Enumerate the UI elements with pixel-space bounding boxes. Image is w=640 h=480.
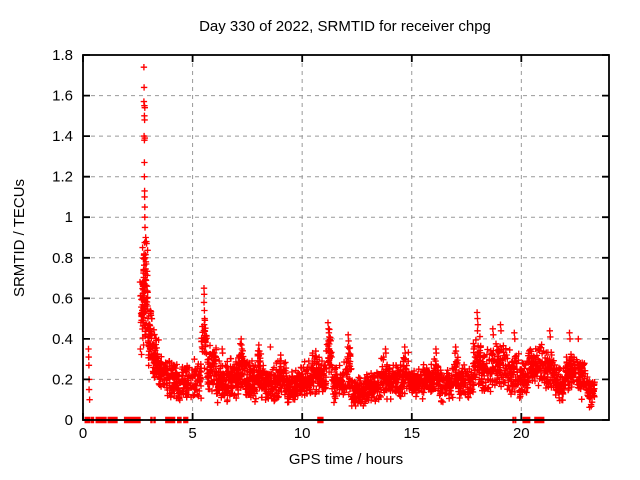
scatter-points	[82, 64, 598, 424]
y-axis-label: SRMTID / TECUs	[11, 179, 28, 297]
y-tick-label: 1	[65, 209, 73, 226]
plot-border	[82, 54, 610, 421]
x-tick-label: 15	[403, 425, 420, 442]
y-tick-label: 0.6	[52, 290, 73, 307]
y-tick-label: 1.2	[52, 169, 73, 186]
y-tick-label: 1.8	[52, 47, 73, 64]
y-tick-label: 1.6	[52, 88, 73, 105]
y-tick-label: 0	[65, 412, 73, 429]
x-tick-label: 5	[188, 425, 196, 442]
y-tick-label: 0.2	[52, 371, 73, 388]
x-tick-label: 10	[294, 425, 311, 442]
y-tick-label: 0.4	[52, 331, 73, 348]
data-point-markers	[82, 64, 598, 424]
tick-marks	[82, 54, 609, 421]
tick-labels: 0 5 10 15 20 0 0.2 0.4 0.6 0.8 1 1.2 1.4 1.6 1.8	[52, 47, 530, 442]
y-tick-label: 1.4	[52, 128, 73, 145]
axes-and-ticks	[82, 54, 610, 421]
x-tick-label: 20	[513, 425, 530, 442]
x-tick-label: 0	[79, 425, 87, 442]
x-axis-label: GPS time / hours	[289, 451, 403, 468]
y-tick-label: 0.8	[52, 250, 73, 267]
chart-title: Day 330 of 2022, SRMTID for receiver chp…	[199, 18, 491, 35]
